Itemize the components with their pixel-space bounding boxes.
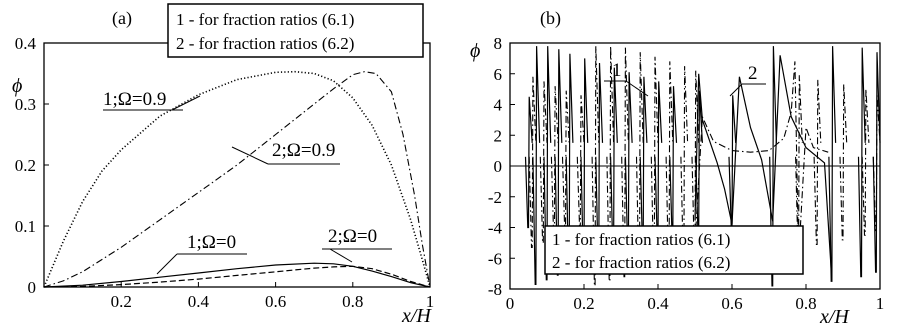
series-b-2-branch [813, 79, 822, 245]
x-axis-label-b: x/H [819, 306, 850, 328]
curve-label-1-omega-0: 1;Ω=0 [156, 232, 247, 275]
legend-b-entry-2: 2 - for fraction ratios (6.2) [552, 253, 730, 272]
b-y-tick-label: 0 [494, 157, 503, 176]
panel-a: 0.2 0.4 0.6 0.8 1 0 0.1 0.2 0.3 0.4 ϕ x/H (a) 1;Ω… [12, 3, 435, 327]
series-b-2-branch [561, 90, 570, 235]
legend-a-entry-2: 2 - for fraction ratios (6.2) [176, 34, 354, 53]
curves-a [43, 70, 431, 288]
series-b-2-branch [839, 84, 848, 241]
x-axis-label-a: x/H [401, 305, 432, 327]
b-y-tick-label: 6 [494, 65, 503, 84]
b-x-tick-label: 0.8 [795, 294, 816, 313]
series-b-2-branch [621, 47, 629, 278]
legend-b-entry-1: 1 - for fraction ratios (6.1) [552, 230, 730, 249]
b-y-tick-label: -6 [488, 249, 502, 268]
plot-frame-a [43, 42, 431, 288]
series-b-1-branch [624, 72, 633, 253]
a-x-tick-label: 1 [426, 292, 435, 311]
a-x-tick-label: 0.8 [342, 292, 363, 311]
curve-label-1-omega-09: 1;Ω=0.9 [103, 89, 201, 111]
series-a-3 [43, 262, 431, 288]
series-b-1-branch [857, 47, 866, 278]
series-b-1-branch [669, 86, 678, 239]
curves-b [510, 46, 881, 287]
series-b-1-branch [524, 96, 533, 229]
panel-label-a: (a) [112, 8, 132, 29]
svg-text:1;Ω=0: 1;Ω=0 [187, 232, 236, 253]
svg-text:1: 1 [612, 60, 622, 81]
series-a-1 [43, 70, 431, 288]
b-y-tick-label: 4 [494, 96, 503, 115]
series-b-1-branch [872, 52, 881, 273]
panel-b: 0 0.2 0.4 0.6 0.8 1 -8 -6 -4 -2 0 2 4 6 8 ϕ x/H (b) 1 … [470, 8, 884, 328]
legend-a-entry-1: 1 - for fraction ratios (6.1) [176, 10, 354, 29]
svg-text:2;Ω=0: 2;Ω=0 [328, 226, 377, 247]
series-b-1-branch [639, 76, 648, 249]
legend-a: 1 - for fraction ratios (6.1) 2 - for fr… [167, 3, 424, 58]
curve-label-1: 1 [604, 60, 649, 97]
legend-b: 1 - for fraction ratios (6.1) 2 - for fr… [544, 225, 804, 275]
svg-text:1;Ω=0.9: 1;Ω=0.9 [103, 89, 166, 110]
series-a-4 [43, 265, 431, 288]
series-b-1-branch [654, 81, 663, 244]
b-x-tick-label: 0.6 [721, 294, 742, 313]
b-y-tick-label: 8 [494, 34, 503, 53]
curve-label-2: 2 [729, 63, 766, 97]
b-y-tick-label: -4 [488, 219, 503, 238]
b-y-tick-label: -2 [488, 188, 502, 207]
a-x-tick-label: 0.4 [188, 292, 210, 311]
svg-text:2;Ω=0.9: 2;Ω=0.9 [272, 140, 335, 161]
series-b-2-branch [591, 46, 600, 287]
panel-label-b: (b) [540, 8, 561, 29]
b-x-tick-label: 0 [506, 294, 515, 313]
a-y-tick-label: 0.4 [15, 34, 37, 53]
ticks-a: 0.2 0.4 0.6 0.8 1 0 0.1 0.2 0.3 0.4 [15, 34, 435, 311]
ticks-b: 0 0.2 0.4 0.6 0.8 1 -8 -6 -4 -2 0 2 4 6 8 [488, 34, 884, 313]
a-y-tick-label: 0.3 [15, 95, 36, 114]
b-x-tick-label: 0.2 [573, 294, 594, 313]
svg-text:2: 2 [748, 63, 758, 84]
series-a-2 [43, 71, 431, 288]
b-y-tick-label: 2 [494, 126, 503, 145]
series-b-2-branch [872, 93, 881, 232]
a-y-tick-label: 0.1 [15, 217, 36, 236]
series-b-2-branch [528, 76, 537, 249]
series-b-2-branch [861, 89, 870, 236]
series-b-1-branch [532, 46, 541, 285]
a-y-tick-label: 0 [28, 278, 37, 297]
y-axis-label-b: ϕ [470, 40, 480, 62]
a-x-tick-label: 0.2 [111, 292, 132, 311]
curve-label-2-omega-0: 2;Ω=0 [322, 226, 392, 263]
a-y-tick-label: 0.2 [15, 156, 36, 175]
a-x-tick-label: 0.6 [265, 292, 286, 311]
series-b-2-branch [550, 86, 559, 239]
b-x-tick-label: 1 [876, 294, 885, 313]
y-axis-label-a: ϕ [12, 75, 22, 97]
curve-label-2-omega-09: 2;Ω=0.9 [231, 140, 340, 165]
b-y-tick-label: -8 [488, 280, 502, 299]
b-x-tick-label: 0.4 [647, 294, 669, 313]
